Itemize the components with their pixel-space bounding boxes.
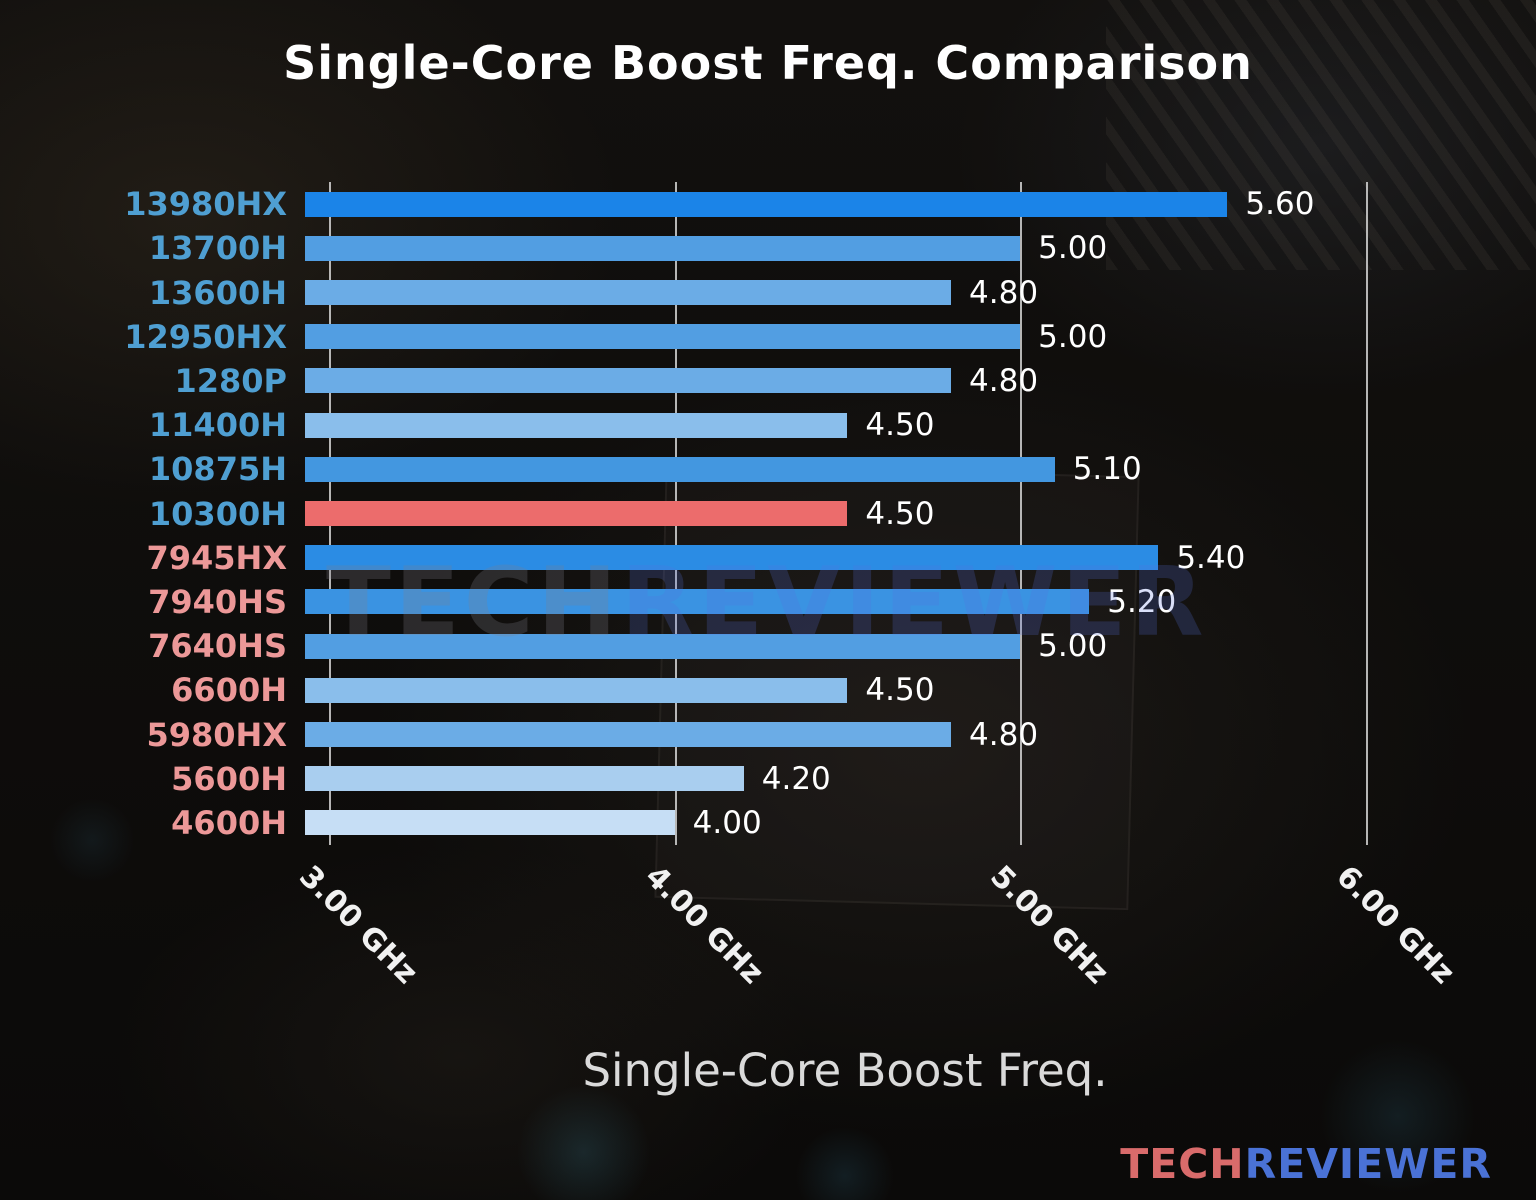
bar (305, 589, 1090, 615)
bar-row: 7940HS 5.20 (148, 580, 1490, 624)
value-label: 4.20 (761, 760, 831, 797)
bar-row: 4600H 4.00 (171, 801, 1490, 845)
background-heatsink-fins (1106, 0, 1536, 270)
x-tick-label: 3.00 GHz (292, 859, 469, 991)
bar (305, 368, 952, 394)
gridline (1365, 182, 1368, 845)
category-label: 13980HX (124, 185, 287, 224)
bar-row: 10300H 4.50 (149, 491, 1490, 535)
bar-highlighted (305, 501, 848, 527)
bar (305, 677, 848, 703)
gridline (1020, 182, 1023, 845)
value-label: 5.00 (1038, 318, 1108, 355)
category-label: 1280P (174, 361, 287, 400)
value-label: 5.00 (1038, 230, 1108, 267)
value-label: 4.80 (969, 274, 1039, 311)
bar (305, 235, 1021, 261)
x-tick-text: 6.00 GHz (1328, 859, 1461, 991)
value-label: 5.00 (1038, 628, 1108, 665)
x-tick-text: 5.00 GHz (983, 859, 1116, 991)
value-label: 5.20 (1107, 583, 1177, 620)
techreviewer-logo: TECHREVIEWER (1120, 1140, 1492, 1188)
bar-row: 7945HX 5.40 (146, 536, 1490, 580)
value-label: 5.40 (1176, 539, 1246, 576)
category-label: 5980HX (146, 715, 287, 754)
x-tick-label: 6.00 GHz (1329, 859, 1506, 991)
bar-row: 13980HX 5.60 (124, 182, 1490, 226)
value-label: 4.80 (969, 362, 1039, 399)
category-label: 7940HS (148, 582, 287, 621)
bar (305, 456, 1055, 482)
bar (305, 280, 952, 305)
plot-area: 13980HX 5.60 13700H 5.00 13600H 4.80 12950HX 5.… (124, 182, 1490, 845)
value-label: 4.00 (692, 804, 762, 841)
bar (305, 810, 675, 836)
bar-row: 5980HX 4.80 (146, 712, 1490, 756)
category-label: 12950HX (124, 317, 287, 356)
category-label: 13600H (148, 273, 287, 312)
bar-row: 10875H 5.10 (149, 447, 1490, 491)
category-label: 7640HS (148, 627, 287, 666)
x-tick-text: 4.00 GHz (637, 859, 770, 991)
value-label: 5.60 (1245, 186, 1315, 223)
category-label: 10875H (148, 450, 287, 489)
category-label: 5600H (171, 759, 287, 798)
bar-row: 13600H 4.80 (149, 270, 1490, 314)
x-axis-label: Single-Core Boost Freq. (582, 1044, 1108, 1097)
category-label: 6600H (171, 671, 287, 710)
bar-row: 5600H 4.20 (171, 757, 1490, 801)
bar (305, 324, 1021, 350)
value-label: 4.80 (969, 716, 1039, 753)
category-label: 11400H (148, 406, 287, 445)
value-label: 4.50 (865, 495, 935, 532)
logo-tech: TECH (1120, 1140, 1245, 1188)
x-tick-text: 3.00 GHz (292, 859, 425, 991)
bar-row: 6600H 4.50 (171, 668, 1490, 712)
bar-row: 7640HS 5.00 (148, 624, 1490, 668)
logo-reviewer: REVIEWER (1244, 1140, 1492, 1188)
category-label: 10300H (148, 494, 287, 533)
bar-row: 13700H 5.00 (149, 226, 1490, 270)
x-tick-label: 5.00 GHz (983, 859, 1160, 991)
bar (305, 766, 744, 792)
bar-row: 12950HX 5.00 (124, 315, 1490, 359)
bar (305, 633, 1021, 659)
value-label: 5.10 (1072, 451, 1142, 488)
value-label: 4.50 (865, 407, 935, 444)
bar-row: 1280P 4.80 (174, 359, 1490, 403)
value-label: 4.50 (865, 672, 935, 709)
bars-container: 13980HX 5.60 13700H 5.00 13600H 4.80 12950HX 5.… (124, 182, 1490, 845)
bar (305, 545, 1159, 571)
category-label: 7945HX (146, 538, 287, 577)
x-tick-label: 4.00 GHz (638, 859, 815, 991)
bar (305, 191, 1228, 217)
category-label: 13700H (148, 229, 287, 268)
bar (305, 412, 848, 438)
bar (305, 722, 952, 748)
chart-title: Single-Core Boost Freq. Comparison (283, 36, 1253, 90)
bar-row: 11400H 4.50 (149, 403, 1490, 447)
category-label: 4600H (171, 803, 287, 842)
